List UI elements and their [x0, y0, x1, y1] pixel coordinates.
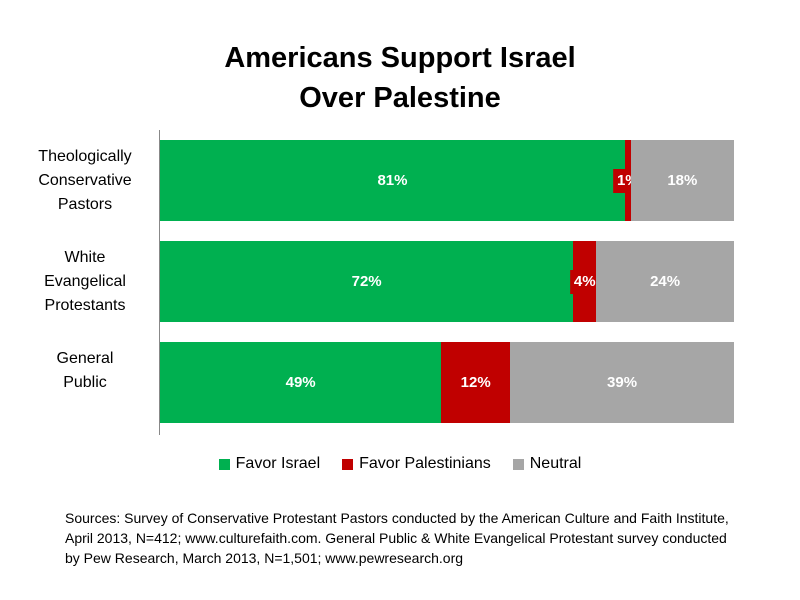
legend-item: Favor Palestinians — [342, 455, 491, 473]
value-label: 24% — [650, 272, 681, 290]
legend-label: Neutral — [529, 455, 582, 472]
value-label: 72% — [351, 272, 382, 290]
value-label: 39% — [607, 373, 638, 391]
value-label: 49% — [285, 373, 316, 391]
legend-label: Favor Israel — [235, 455, 321, 472]
category-label: White Evangelical Protestants — [44, 248, 126, 314]
category-label: General Public — [56, 349, 114, 391]
legend-swatch — [342, 458, 354, 470]
bar-segment — [160, 140, 625, 221]
bar-segment — [160, 342, 442, 423]
bar-segment — [160, 241, 574, 322]
chart-title: Americans Support Israel Over Palestine — [224, 42, 576, 114]
legend-item: Favor Israel — [218, 455, 321, 473]
axis-line — [159, 130, 160, 435]
legend-swatch — [512, 458, 524, 470]
value-label: 18% — [667, 171, 698, 189]
bar-segment — [630, 140, 734, 221]
legend-item: Neutral — [512, 455, 582, 473]
legend-label: Favor Palestinians — [359, 455, 491, 472]
bar-segment — [596, 241, 734, 322]
bar-segment — [441, 342, 511, 423]
legend: Favor Israel Favor Palestinians Neutral — [0, 455, 800, 473]
value-label: 12% — [460, 373, 491, 391]
source-note: Sources: Survey of Conservative Protesta… — [65, 510, 729, 566]
category-label: Theologically Conservative Pastors — [38, 147, 132, 213]
bar-segment — [510, 342, 734, 423]
legend-swatch — [218, 458, 230, 470]
value-label: 81% — [377, 171, 408, 189]
value-label: 4% — [569, 269, 600, 294]
